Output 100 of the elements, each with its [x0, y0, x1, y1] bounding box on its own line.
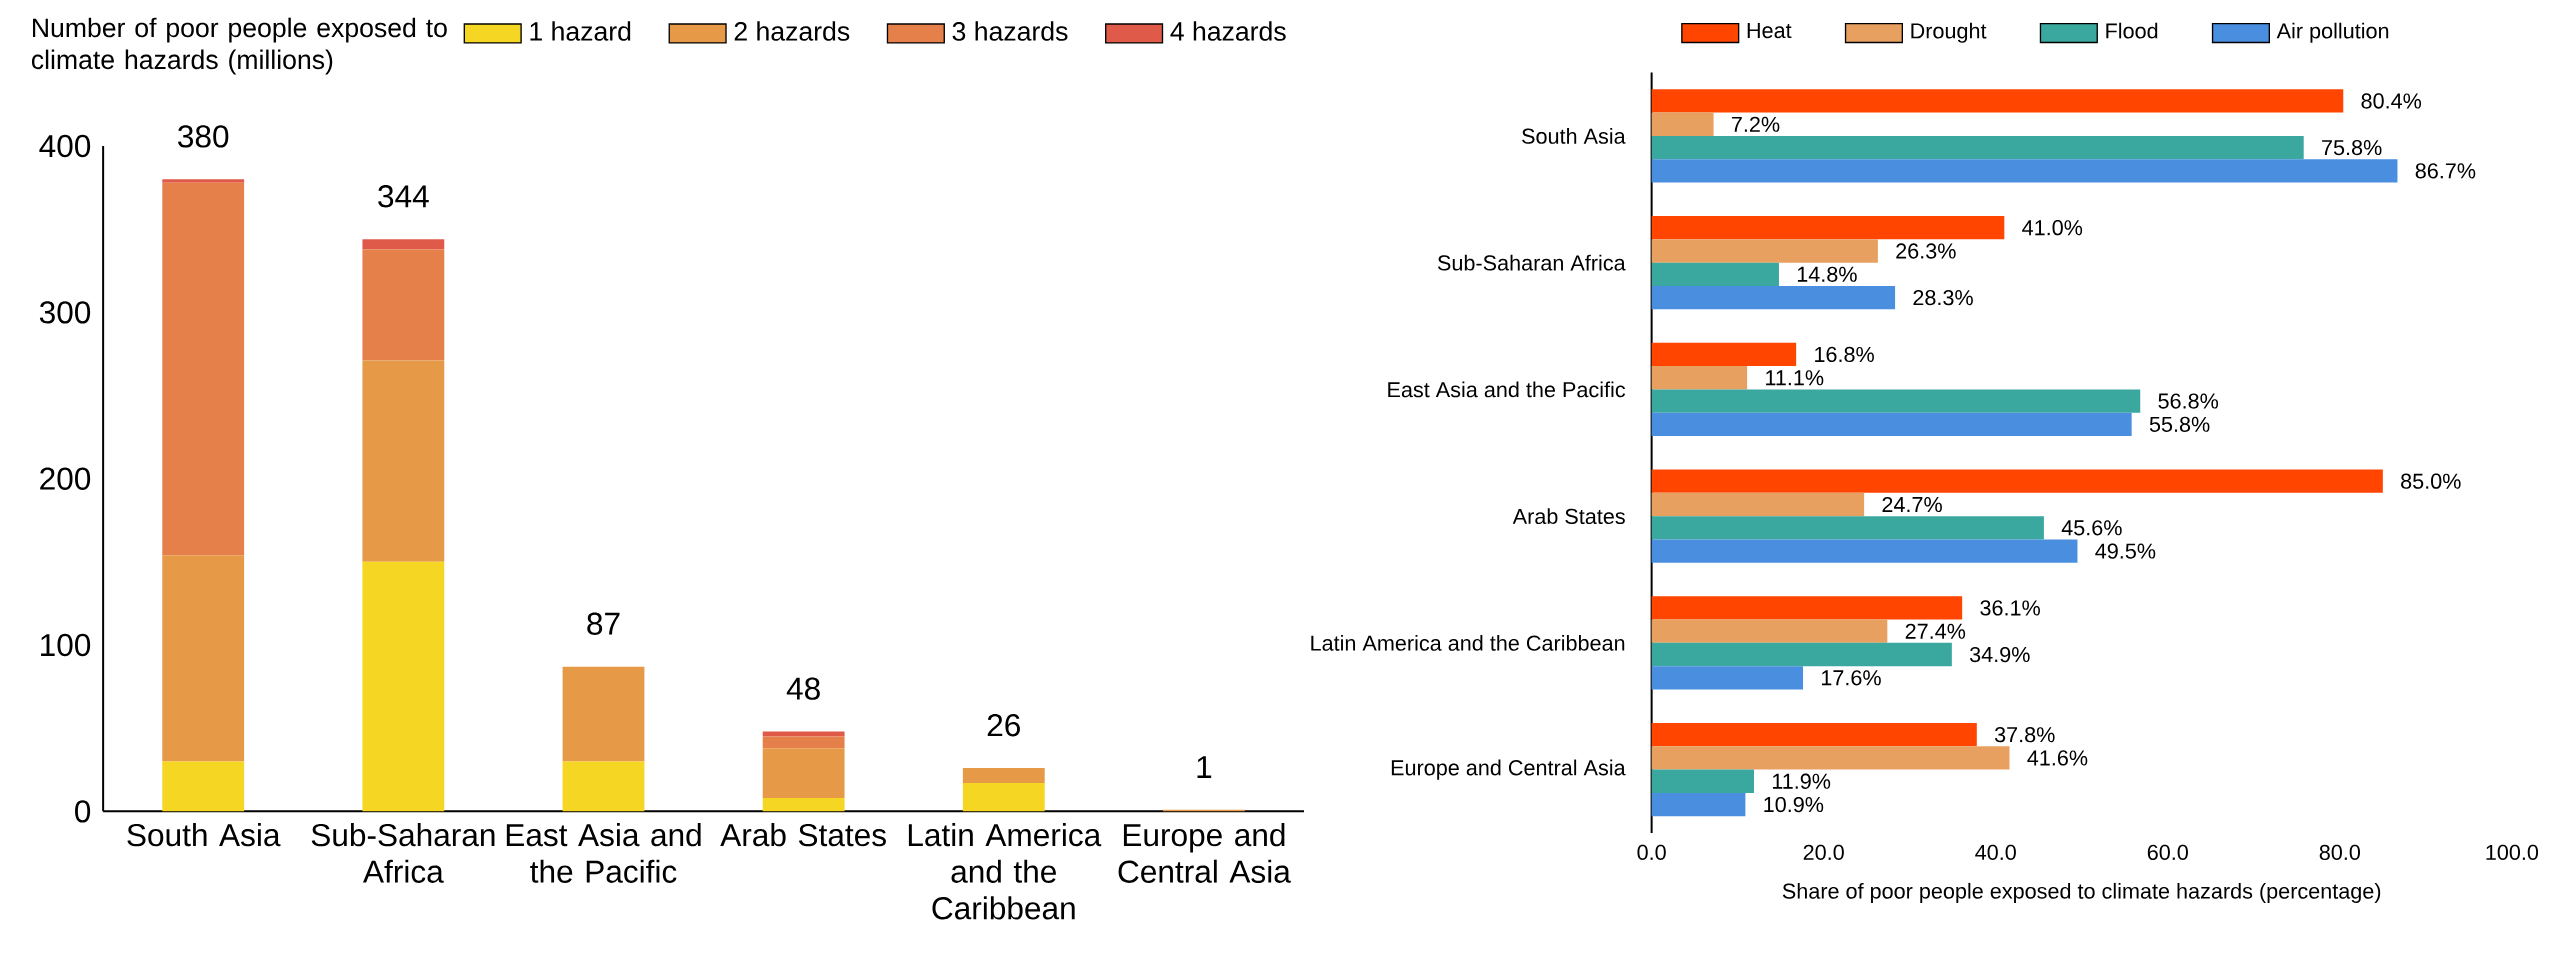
bar — [1651, 619, 1888, 643]
total-label: 48 — [786, 677, 820, 700]
data-label: 16.8% — [1815, 346, 1874, 363]
bar — [1651, 746, 2010, 770]
y-tick-label: South Asia — [1522, 127, 1626, 144]
bar — [1651, 642, 1952, 667]
y-tick-label: 200 — [40, 467, 91, 490]
legend-label: Heat — [1747, 23, 1792, 39]
data-label: 11.1% — [1766, 370, 1824, 386]
x-axis-title: Share of poor people exposed to climate hazards (percentage) — [1782, 882, 2381, 904]
bar — [1651, 492, 1865, 517]
bar — [1651, 666, 1804, 690]
data-label: 28.3% — [1913, 289, 1973, 306]
data-label: 7.2% — [1731, 116, 1780, 132]
data-label: 34.9% — [1969, 646, 2030, 663]
bar — [1651, 516, 2044, 540]
x-tick-label: Latin America and the Caribbean — [908, 823, 1102, 920]
bar — [1651, 285, 1896, 310]
total-label: 380 — [178, 125, 229, 148]
total-label: 1 — [1197, 756, 1212, 778]
bar — [962, 783, 1045, 812]
data-label: 36.1% — [1980, 600, 2040, 616]
data-label: 85.0% — [2401, 473, 2461, 489]
bar — [1651, 89, 2344, 113]
data-label: 45.6% — [2061, 520, 2122, 536]
bar — [762, 798, 845, 812]
y-tick-label: Latin America and the Caribbean — [1311, 634, 1625, 651]
bar — [1651, 159, 2398, 183]
bar — [1651, 723, 1977, 747]
bar — [162, 182, 245, 556]
bar — [1651, 469, 2383, 493]
y-tick-label: East Asia and the Pacific — [1388, 381, 1626, 398]
bar — [1651, 769, 1754, 793]
bar — [1651, 239, 1878, 263]
bar — [1651, 596, 1963, 620]
total-label: 87 — [587, 612, 620, 635]
x-tick-label: 40.0 — [1975, 844, 2016, 861]
bar — [762, 736, 845, 749]
y-axis-title: Number of poor people exposed to climate hazards (millions) — [31, 17, 447, 75]
data-label: 55.8% — [2149, 416, 2210, 432]
bar — [1651, 366, 1748, 390]
bar — [562, 666, 645, 762]
bar — [162, 179, 245, 183]
bar — [362, 249, 445, 361]
legend-label: 2 hazards — [734, 21, 850, 41]
bar — [1651, 342, 1797, 367]
bar — [1651, 112, 1714, 136]
data-label: 14.8% — [1797, 266, 1857, 282]
bar — [762, 748, 845, 799]
data-label: 11.9% — [1772, 773, 1831, 789]
data-label: 37.8% — [1994, 727, 2055, 743]
bar — [362, 239, 445, 250]
y-tick-label: 400 — [39, 134, 91, 158]
x-tick-label: Arab States — [720, 823, 886, 847]
data-label: 56.8% — [2158, 393, 2219, 409]
x-tick-label: 20.0 — [1803, 844, 1844, 861]
data-label: 80.4% — [2361, 93, 2422, 109]
data-label: 41.6% — [2027, 750, 2088, 766]
bar — [162, 761, 245, 812]
x-tick-label: East Asia and the Pacific — [506, 823, 701, 883]
legend-label: 3 hazards — [952, 21, 1068, 41]
data-label: 24.7% — [1882, 496, 1942, 513]
bar — [1651, 539, 2078, 563]
bar — [1651, 792, 1746, 817]
bar — [1651, 412, 2132, 436]
data-label: 10.9% — [1764, 796, 1824, 813]
y-tick-label: 300 — [39, 301, 91, 324]
data-label: 41.0% — [2022, 220, 2083, 236]
legend-label: Drought — [1911, 22, 1987, 43]
x-tick-label: South Asia — [127, 823, 281, 847]
y-tick-label: Sub-Saharan Africa — [1437, 254, 1626, 271]
data-label: 26.3% — [1896, 243, 1956, 259]
x-tick-label: Sub-Saharan Africa — [311, 823, 495, 883]
y-tick-label: Europe and Central Asia — [1391, 759, 1626, 780]
data-label: 27.4% — [1905, 623, 1966, 639]
bar — [962, 768, 1045, 784]
y-tick-label: 100 — [41, 633, 91, 657]
x-tick-label: Europe and Central Asia — [1118, 823, 1291, 883]
data-label: 49.5% — [2095, 543, 2156, 559]
legend-label: Air pollution — [2276, 22, 2389, 43]
legend-label: Flood — [2106, 22, 2158, 39]
legend-label: 4 hazards — [1170, 21, 1286, 41]
x-tick-label: 60.0 — [2147, 844, 2188, 861]
x-tick-label: 100.0 — [2486, 844, 2539, 861]
data-label: 75.8% — [2322, 139, 2382, 156]
data-label: 86.7% — [2415, 163, 2476, 179]
data-label: 17.6% — [1822, 670, 1881, 686]
total-label: 26 — [987, 714, 1020, 737]
bar — [1651, 262, 1779, 286]
bar — [1651, 389, 2141, 413]
x-tick-label: 0.0 — [1637, 844, 1666, 861]
bar — [1651, 135, 2304, 160]
legend-label: 1 hazard — [530, 21, 631, 41]
bar — [562, 761, 645, 812]
y-tick-label: 0 — [75, 800, 91, 823]
bar — [762, 731, 845, 737]
total-label: 344 — [378, 185, 429, 208]
bar — [162, 555, 245, 762]
bar — [362, 561, 445, 812]
bar — [1651, 216, 2005, 240]
